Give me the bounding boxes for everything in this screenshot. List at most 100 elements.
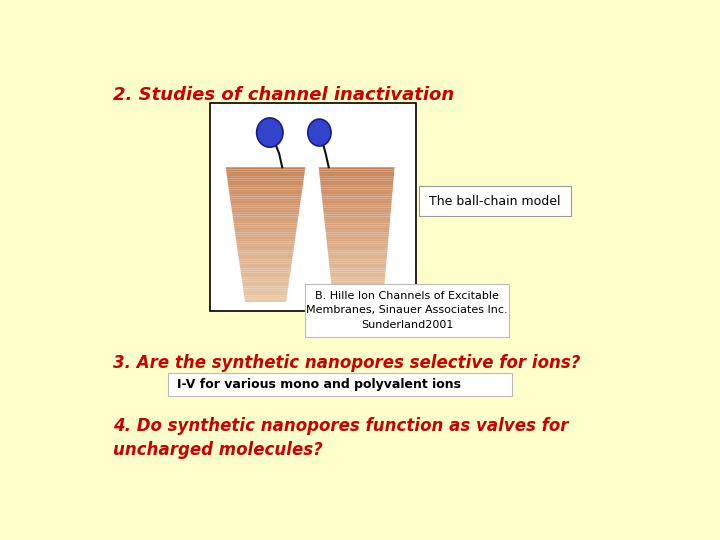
- Polygon shape: [319, 172, 394, 174]
- Polygon shape: [320, 183, 393, 185]
- Polygon shape: [243, 284, 289, 286]
- Ellipse shape: [307, 119, 331, 146]
- Polygon shape: [242, 282, 289, 284]
- Ellipse shape: [256, 118, 283, 147]
- Polygon shape: [233, 214, 299, 217]
- Polygon shape: [320, 176, 394, 178]
- Polygon shape: [326, 237, 389, 239]
- Polygon shape: [325, 226, 390, 228]
- Polygon shape: [235, 237, 295, 239]
- Polygon shape: [240, 268, 291, 271]
- Polygon shape: [328, 255, 387, 257]
- Polygon shape: [240, 273, 290, 275]
- Polygon shape: [242, 280, 289, 282]
- Polygon shape: [232, 212, 299, 214]
- Polygon shape: [320, 185, 393, 187]
- Polygon shape: [323, 201, 392, 203]
- Polygon shape: [230, 201, 301, 203]
- Polygon shape: [325, 221, 390, 224]
- Polygon shape: [234, 226, 297, 228]
- Polygon shape: [229, 190, 302, 192]
- Polygon shape: [232, 210, 300, 212]
- Polygon shape: [332, 286, 384, 288]
- Polygon shape: [225, 167, 305, 170]
- Polygon shape: [331, 282, 384, 284]
- Polygon shape: [328, 248, 387, 251]
- Polygon shape: [243, 286, 288, 288]
- Polygon shape: [228, 185, 303, 187]
- Polygon shape: [325, 232, 389, 234]
- Polygon shape: [228, 187, 302, 190]
- Polygon shape: [234, 224, 297, 226]
- Polygon shape: [233, 217, 298, 219]
- Polygon shape: [238, 253, 293, 255]
- Polygon shape: [231, 208, 300, 210]
- Polygon shape: [243, 293, 287, 295]
- Polygon shape: [321, 192, 392, 194]
- Polygon shape: [230, 197, 301, 199]
- Polygon shape: [324, 219, 390, 221]
- Polygon shape: [326, 234, 389, 237]
- Text: 4. Do synthetic nanopores function as valves for
uncharged molecules?: 4. Do synthetic nanopores function as va…: [113, 417, 569, 459]
- Bar: [305, 284, 508, 336]
- Polygon shape: [236, 239, 295, 241]
- Polygon shape: [234, 228, 297, 230]
- Polygon shape: [325, 224, 390, 226]
- Polygon shape: [333, 295, 384, 298]
- Polygon shape: [324, 214, 390, 217]
- Polygon shape: [233, 219, 298, 221]
- Bar: [419, 186, 570, 215]
- Polygon shape: [244, 298, 287, 300]
- Polygon shape: [244, 295, 287, 298]
- Polygon shape: [328, 251, 387, 253]
- Bar: [210, 103, 415, 311]
- Text: 2. Studies of channel inactivation: 2. Studies of channel inactivation: [113, 86, 454, 104]
- Polygon shape: [328, 253, 387, 255]
- Polygon shape: [231, 205, 300, 208]
- Polygon shape: [228, 183, 303, 185]
- Polygon shape: [330, 277, 385, 280]
- Polygon shape: [324, 217, 390, 219]
- Polygon shape: [329, 259, 387, 261]
- Polygon shape: [237, 246, 294, 248]
- Polygon shape: [243, 291, 288, 293]
- Polygon shape: [226, 172, 305, 174]
- Polygon shape: [320, 174, 394, 176]
- Polygon shape: [331, 284, 384, 286]
- Polygon shape: [322, 197, 392, 199]
- Text: I-V for various mono and polyvalent ions: I-V for various mono and polyvalent ions: [177, 378, 461, 391]
- Bar: [168, 373, 513, 396]
- Polygon shape: [327, 241, 388, 244]
- Polygon shape: [328, 257, 387, 259]
- Polygon shape: [239, 259, 292, 261]
- Text: B. Hille Ion Channels of Excitable
Membranes, Sinauer Associates Inc.
Sunderland: B. Hille Ion Channels of Excitable Membr…: [306, 291, 508, 330]
- Polygon shape: [321, 190, 392, 192]
- Polygon shape: [231, 203, 300, 205]
- Polygon shape: [241, 275, 290, 277]
- Polygon shape: [322, 199, 392, 201]
- Polygon shape: [333, 300, 383, 302]
- Polygon shape: [327, 246, 388, 248]
- Polygon shape: [319, 167, 395, 170]
- Polygon shape: [237, 244, 294, 246]
- Polygon shape: [330, 268, 386, 271]
- Polygon shape: [235, 232, 296, 234]
- Polygon shape: [327, 244, 388, 246]
- Polygon shape: [236, 241, 294, 244]
- Polygon shape: [238, 255, 293, 257]
- Polygon shape: [228, 181, 304, 183]
- Polygon shape: [227, 174, 305, 176]
- Polygon shape: [330, 266, 386, 268]
- Text: The ball-chain model: The ball-chain model: [429, 194, 561, 207]
- Polygon shape: [238, 251, 294, 253]
- Polygon shape: [245, 300, 287, 302]
- Polygon shape: [238, 248, 294, 251]
- Polygon shape: [323, 210, 391, 212]
- Polygon shape: [320, 181, 393, 183]
- Polygon shape: [332, 291, 384, 293]
- Polygon shape: [230, 199, 301, 201]
- Polygon shape: [227, 176, 304, 178]
- Polygon shape: [235, 234, 296, 237]
- Polygon shape: [326, 239, 388, 241]
- Polygon shape: [329, 261, 387, 264]
